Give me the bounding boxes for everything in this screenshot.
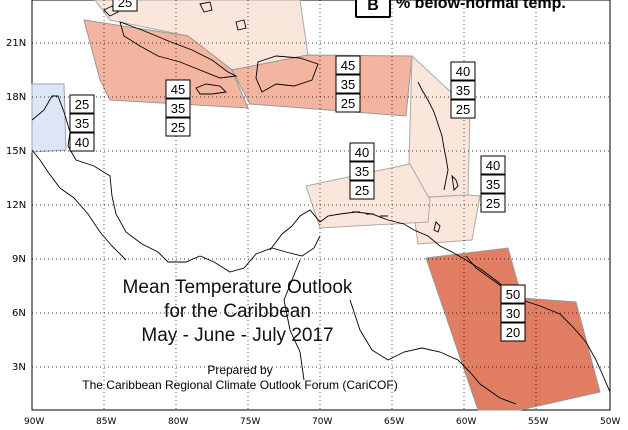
region-top-left-partial: 25 [112, 0, 138, 12]
latitude-labels: 21N 18N 15N 12N 9N 6N 3N [6, 38, 26, 373]
lon-label: 85W [96, 417, 116, 427]
region-value: 25 [355, 183, 369, 198]
title-line: Mean Temperature Outlook [122, 277, 353, 298]
region-value: 25 [341, 96, 355, 111]
region-value: 20 [506, 325, 520, 340]
value-boxes: 25 25 35 40 45 35 25 45 35 25 [69, 0, 526, 342]
lon-label: 55W [528, 417, 548, 427]
title-line: for the Caribbean [164, 301, 311, 322]
region-value: 25 [75, 97, 89, 112]
region-barbados-windward: 40 35 25 [480, 155, 506, 213]
region-value: 35 [456, 83, 470, 98]
lon-label: 90W [24, 417, 44, 427]
lon-label: 80W [168, 417, 188, 427]
region-belize-yucatan: 25 35 40 [69, 94, 95, 152]
region-value: 25 [171, 120, 185, 135]
lat-label: 9N [12, 254, 26, 265]
coastlines [31, 1, 611, 405]
region-leeward-islands: 40 35 25 [450, 61, 476, 119]
lon-label: 70W [312, 417, 332, 427]
region-value: 40 [75, 135, 89, 150]
region-value: 40 [355, 145, 369, 160]
region-value: 30 [506, 306, 520, 321]
legend-key: B [355, 0, 391, 18]
lon-label: 60W [456, 417, 476, 427]
lat-label: 18N [6, 92, 26, 103]
region-guianas: 50 30 20 [500, 284, 526, 342]
region-hispaniola-pr: 45 35 25 [335, 55, 361, 113]
lat-label: 12N [6, 200, 26, 211]
region-value: 45 [171, 82, 185, 97]
lat-label: 3N [12, 362, 26, 373]
region-value: 50 [506, 287, 520, 302]
lat-label: 21N [6, 38, 26, 49]
lat-label: 6N [12, 308, 26, 319]
region-belize-yucatan-shade [31, 83, 67, 153]
region-value: 35 [171, 101, 185, 116]
region-value: 25 [118, 0, 132, 10]
grid [32, 0, 610, 410]
region-abc-islands: 40 35 25 [349, 142, 375, 200]
credit-line: Prepared by [207, 363, 273, 377]
region-value: 35 [486, 177, 500, 192]
region-value: 45 [341, 58, 355, 73]
region-value: 40 [486, 158, 500, 173]
map-credit: Prepared by The Caribbean Regional Clima… [30, 363, 450, 393]
lon-label: 50W [600, 417, 620, 427]
map-title: Mean Temperature Outlook for the Caribbe… [100, 276, 375, 348]
region-value: 35 [75, 116, 89, 131]
longitude-labels: 90W 85W 80W 75W 70W 65W 60W 55W 50W [24, 417, 620, 427]
title-line: May - June - July 2017 [141, 325, 334, 346]
region-value: 40 [456, 64, 470, 79]
lon-label: 65W [384, 417, 404, 427]
credit-line: The Caribbean Regional Climate Outlook F… [82, 378, 398, 392]
region-value: 25 [456, 102, 470, 117]
lat-label: 15N [6, 146, 26, 157]
region-value: 35 [341, 77, 355, 92]
region-value: 25 [486, 196, 500, 211]
region-value: 35 [355, 164, 369, 179]
region-cuba-jamaica: 45 35 25 [165, 79, 191, 137]
legend-text: % below-normal temp. [396, 0, 566, 12]
lon-label: 75W [240, 417, 260, 427]
